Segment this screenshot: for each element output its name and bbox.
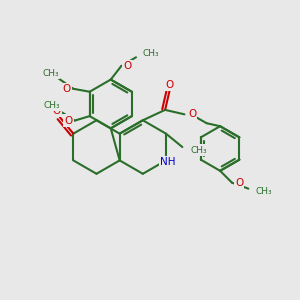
Text: O: O [63,84,71,94]
Text: CH₃: CH₃ [143,49,160,58]
Text: CH₃: CH₃ [43,69,59,78]
Text: O: O [166,80,174,90]
Text: O: O [188,109,196,119]
Text: CH₃: CH₃ [43,101,60,110]
Text: O: O [124,61,132,71]
Text: O: O [52,106,61,116]
Text: NH: NH [160,157,175,167]
Text: CH₃: CH₃ [191,146,207,154]
Text: O: O [235,178,243,188]
Text: CH₃: CH₃ [256,187,272,196]
Text: O: O [64,116,72,126]
